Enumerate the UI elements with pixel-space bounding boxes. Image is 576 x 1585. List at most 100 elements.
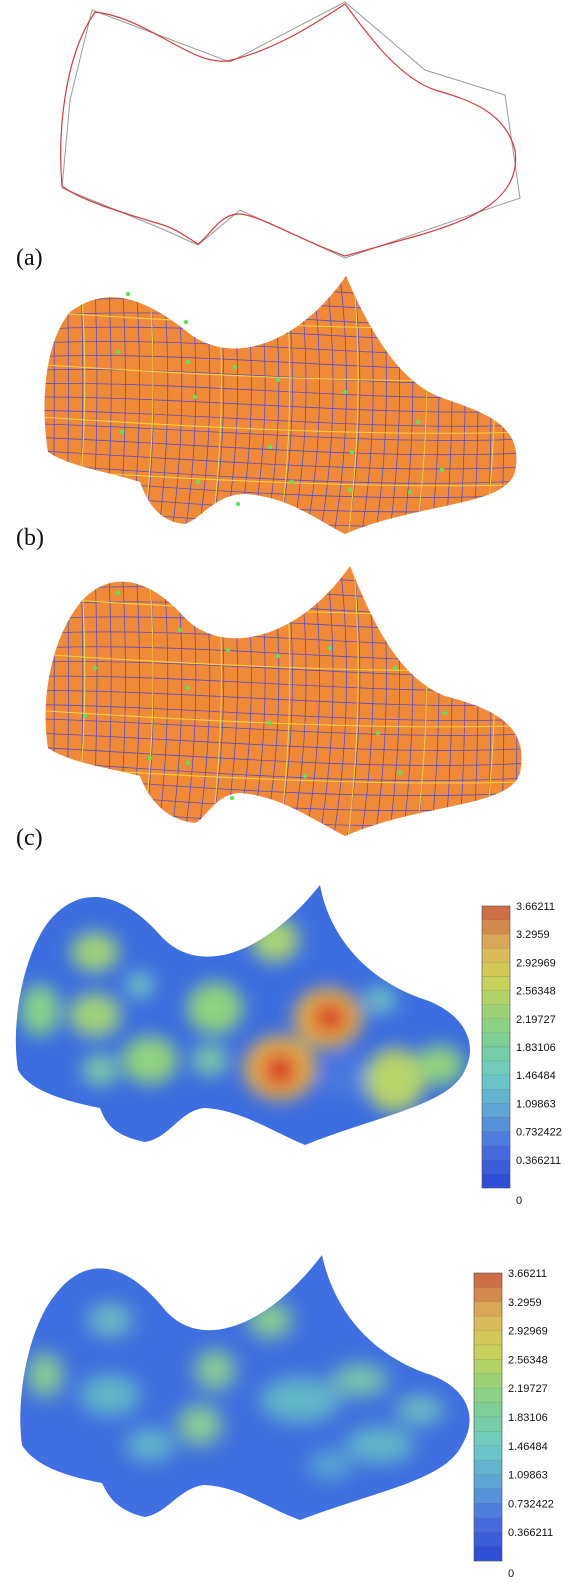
grid-line-v — [44, 450, 517, 470]
control-point — [185, 760, 191, 766]
colorbar-tick-label: 1.46484 — [516, 1070, 556, 1082]
colorbar-cell — [473, 1272, 503, 1288]
control-point — [225, 647, 231, 653]
heatmap-1: 3.66211 3.2959 2.92969 2.56348 2.19727 1.8310… — [0, 880, 576, 1210]
control-point — [392, 665, 398, 671]
control-point — [415, 419, 421, 425]
control-point — [289, 479, 295, 485]
grid-line-coarse — [45, 822, 522, 836]
control-point — [115, 590, 121, 596]
colorbar-cell — [473, 1387, 503, 1403]
grid-line-u — [486, 276, 492, 534]
grid-line-v — [44, 276, 517, 287]
grid-line-v — [44, 531, 517, 534]
control-point — [82, 713, 88, 719]
grid-line-coarse — [346, 276, 359, 534]
colorbar-cell — [473, 1488, 503, 1504]
colorbar-1: 3.66211 3.2959 2.92969 2.56348 2.19727 1.8310… — [481, 901, 562, 1207]
control-point — [119, 429, 125, 435]
colorbar-cell — [481, 1074, 511, 1090]
panel-b — [0, 272, 576, 542]
grid-line-coarse — [483, 566, 496, 836]
surface-mesh-c — [45, 566, 522, 836]
grid-line-v — [44, 504, 517, 527]
colorbar-cell — [473, 1459, 503, 1475]
colorbar-tick-label: 0.732422 — [516, 1127, 562, 1139]
control-point — [195, 479, 201, 485]
control-point — [275, 653, 281, 659]
colorbar-tick-label: 2.56348 — [516, 986, 556, 998]
control-point — [342, 389, 348, 395]
colorbar-cell — [473, 1503, 503, 1519]
colorbar-cell — [481, 1032, 511, 1048]
grid-line-u — [472, 276, 479, 534]
colorbar-tick-label: 1.83106 — [508, 1412, 548, 1424]
control-point — [235, 501, 241, 507]
colorbar-tick-label: 2.19727 — [508, 1383, 548, 1395]
control-point — [267, 720, 273, 726]
colorbar-tick-label: 3.66211 — [516, 901, 555, 913]
colorbar-tick-label: 1.09863 — [508, 1470, 548, 1482]
grid-line-v — [44, 437, 517, 456]
colorbar-cell — [481, 1159, 511, 1175]
colorbar-tick-label: 2.56348 — [508, 1354, 548, 1366]
control-point — [192, 394, 198, 400]
control-point — [185, 359, 191, 365]
colorbar-tick-label: 3.2959 — [508, 1297, 542, 1309]
colorbar-cell — [473, 1301, 503, 1317]
colorbar-frame — [481, 905, 511, 1189]
control-point — [375, 730, 381, 736]
control-points — [115, 291, 445, 507]
grid-line-coarse — [483, 276, 496, 534]
grid-line-v — [45, 747, 522, 766]
grid-line-u — [332, 276, 347, 534]
colorbar-tick-label: 0.366211 — [508, 1527, 553, 1539]
grid-line-u — [332, 566, 347, 836]
colorbar-cell — [473, 1531, 503, 1547]
colorbar-cell — [481, 962, 511, 977]
colorbar-tick-label: 1.46484 — [508, 1441, 548, 1453]
grid-line-v — [45, 761, 522, 781]
grid-line-v — [45, 704, 522, 721]
heatmap-2: 3.66211 3.2959 2.92969 2.56348 2.19727 1.8310… — [0, 1245, 576, 1585]
colorbar-frame — [473, 1272, 503, 1562]
control-points — [82, 590, 448, 801]
control-point — [232, 364, 238, 370]
colorbar-cell — [473, 1330, 503, 1346]
colorbar-cell — [473, 1517, 503, 1533]
colorbar-cell — [473, 1546, 503, 1562]
control-point — [147, 755, 153, 761]
heatmap-1-svg: 3.66211 3.2959 2.92969 2.56348 2.19727 1.8310… — [15, 885, 562, 1207]
control-polygon — [61, 1, 521, 259]
colorbar-cell — [473, 1315, 503, 1331]
grid-line-u — [515, 566, 518, 836]
grid-line-u — [486, 566, 492, 836]
colorbar-tick-label: 1.83106 — [516, 1042, 556, 1054]
grid-line-v — [45, 718, 522, 736]
grid-line-v — [45, 690, 522, 707]
colorbar-cell — [481, 1103, 511, 1118]
colorbar-cell — [481, 1089, 511, 1104]
colorbar-cell — [473, 1359, 503, 1375]
control-point — [267, 444, 273, 450]
colorbar-cell — [481, 1131, 511, 1146]
colorbar-cell — [481, 933, 511, 949]
colorbar-cell — [473, 1416, 503, 1432]
label-a: (a) — [16, 245, 43, 271]
panel-c — [0, 558, 576, 843]
colorbar-cell — [481, 948, 511, 963]
colorbar-cell — [481, 1173, 511, 1189]
grid-line-coarse — [45, 710, 522, 728]
colorbar-cell — [473, 1431, 503, 1447]
control-point — [229, 795, 235, 801]
curve-outline — [60, 3, 517, 257]
grid-line-coarse — [44, 416, 517, 434]
surface-fill — [44, 276, 517, 534]
colorbar-tick-label: 1.09863 — [516, 1098, 556, 1110]
colorbar-cell — [481, 976, 511, 991]
grid-line-v — [44, 396, 517, 413]
grid-line-u — [515, 276, 517, 534]
grid-line-u — [501, 566, 505, 836]
heat-base — [15, 885, 470, 1145]
control-point — [275, 377, 281, 383]
